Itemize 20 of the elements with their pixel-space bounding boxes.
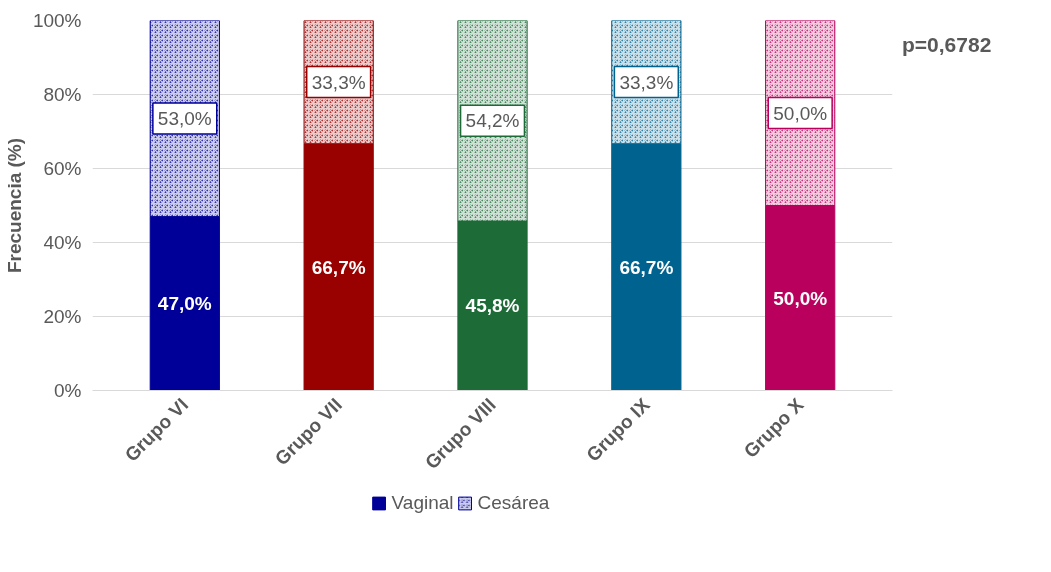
data-label: 50,0% — [773, 102, 828, 124]
data-label: 50,0% — [773, 287, 828, 309]
data-label: 66,7% — [311, 256, 366, 278]
data-label: 54,2% — [465, 110, 520, 132]
y-tick-label: 40% — [43, 232, 82, 253]
text: p=0,6782 — [902, 32, 992, 58]
data-label: 45,8% — [465, 295, 520, 317]
y-tick-label: 100% — [32, 10, 82, 31]
y-tick-label: 0% — [54, 380, 82, 401]
data-label: 47,0% — [157, 293, 212, 315]
legend-label: Vaginal — [391, 492, 454, 514]
data-label: 66,7% — [619, 256, 674, 278]
data-label: 33,3% — [619, 71, 674, 93]
y-axis-title: Frecuencia (%) — [3, 137, 25, 274]
y-tick-label: 20% — [43, 306, 82, 327]
y-tick-label: 80% — [43, 84, 82, 105]
legend-label: Cesárea — [477, 492, 550, 514]
data-label: 53,0% — [157, 108, 212, 130]
data-label: 33,3% — [311, 71, 366, 93]
y-tick-label: 60% — [43, 158, 82, 179]
